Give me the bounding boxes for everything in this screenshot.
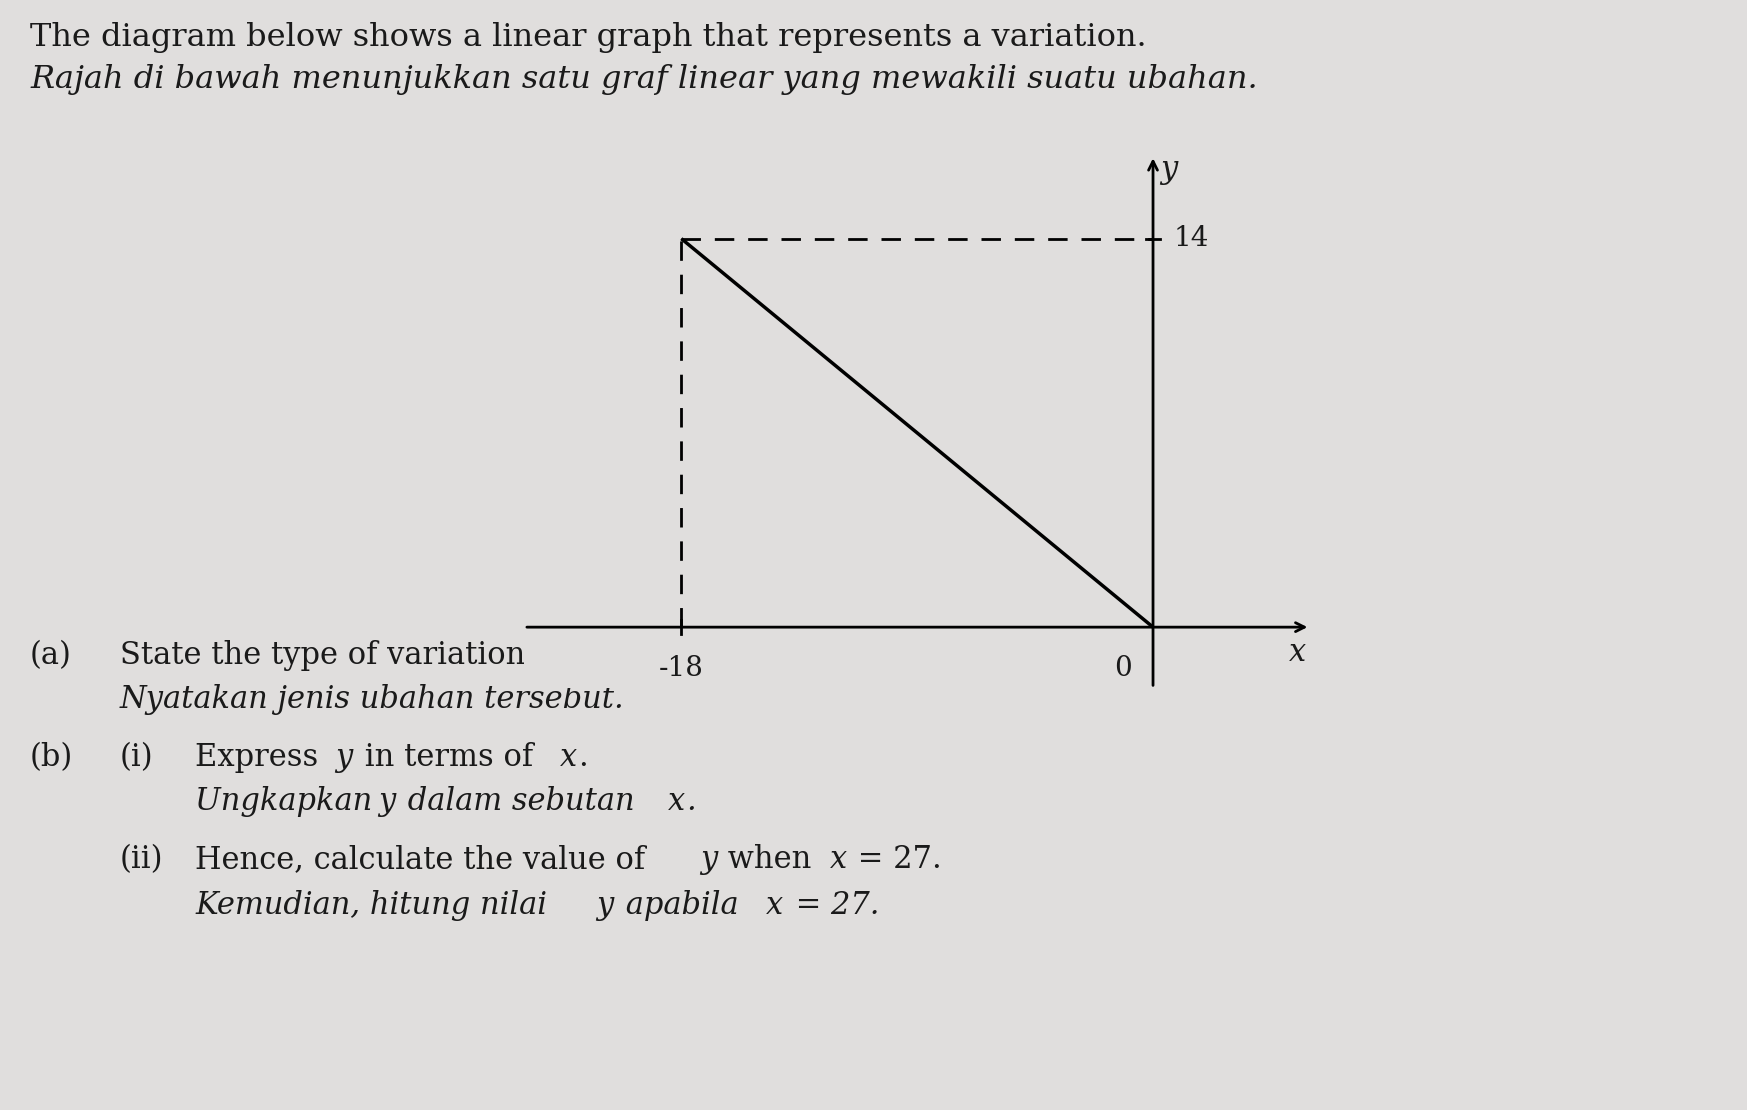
Text: (a): (a) bbox=[30, 640, 72, 672]
Text: y: y bbox=[1160, 154, 1177, 184]
Text: x: x bbox=[667, 786, 685, 817]
Text: y: y bbox=[377, 786, 395, 817]
Text: x: x bbox=[1289, 637, 1305, 667]
Text: apabila: apabila bbox=[617, 890, 748, 921]
Text: Kemudian, hitung nilai: Kemudian, hitung nilai bbox=[196, 890, 557, 921]
Text: x: x bbox=[830, 844, 847, 875]
Text: .: . bbox=[578, 741, 587, 773]
Text: 14: 14 bbox=[1174, 225, 1209, 252]
Text: x: x bbox=[765, 890, 783, 921]
Text: (b): (b) bbox=[30, 741, 73, 773]
Text: y: y bbox=[335, 741, 353, 773]
Text: State the type of variation.: State the type of variation. bbox=[121, 640, 535, 672]
Text: = 27.: = 27. bbox=[847, 844, 942, 875]
Text: -18: -18 bbox=[659, 655, 704, 682]
Text: The diagram below shows a linear graph that represents a variation.: The diagram below shows a linear graph t… bbox=[30, 22, 1146, 53]
Text: Hence, calculate the value of: Hence, calculate the value of bbox=[196, 844, 655, 875]
Text: x: x bbox=[561, 741, 577, 773]
Text: (ii): (ii) bbox=[121, 844, 164, 875]
Text: Nyatakan jenis ubahan tersebut.: Nyatakan jenis ubahan tersebut. bbox=[121, 684, 625, 715]
Text: Express: Express bbox=[196, 741, 328, 773]
Text: when: when bbox=[718, 844, 821, 875]
Text: (i): (i) bbox=[121, 741, 154, 773]
Text: 0: 0 bbox=[1115, 655, 1132, 682]
Text: y: y bbox=[701, 844, 718, 875]
Text: dalam sebutan: dalam sebutan bbox=[398, 786, 645, 817]
Text: y: y bbox=[596, 890, 613, 921]
Text: = 27.: = 27. bbox=[786, 890, 879, 921]
Text: Rajah di bawah menunjukkan satu graf linear yang mewakili suatu ubahan.: Rajah di bawah menunjukkan satu graf lin… bbox=[30, 64, 1258, 95]
Text: in terms of: in terms of bbox=[355, 741, 543, 773]
Text: .: . bbox=[687, 786, 695, 817]
Text: Ungkapkan: Ungkapkan bbox=[196, 786, 383, 817]
